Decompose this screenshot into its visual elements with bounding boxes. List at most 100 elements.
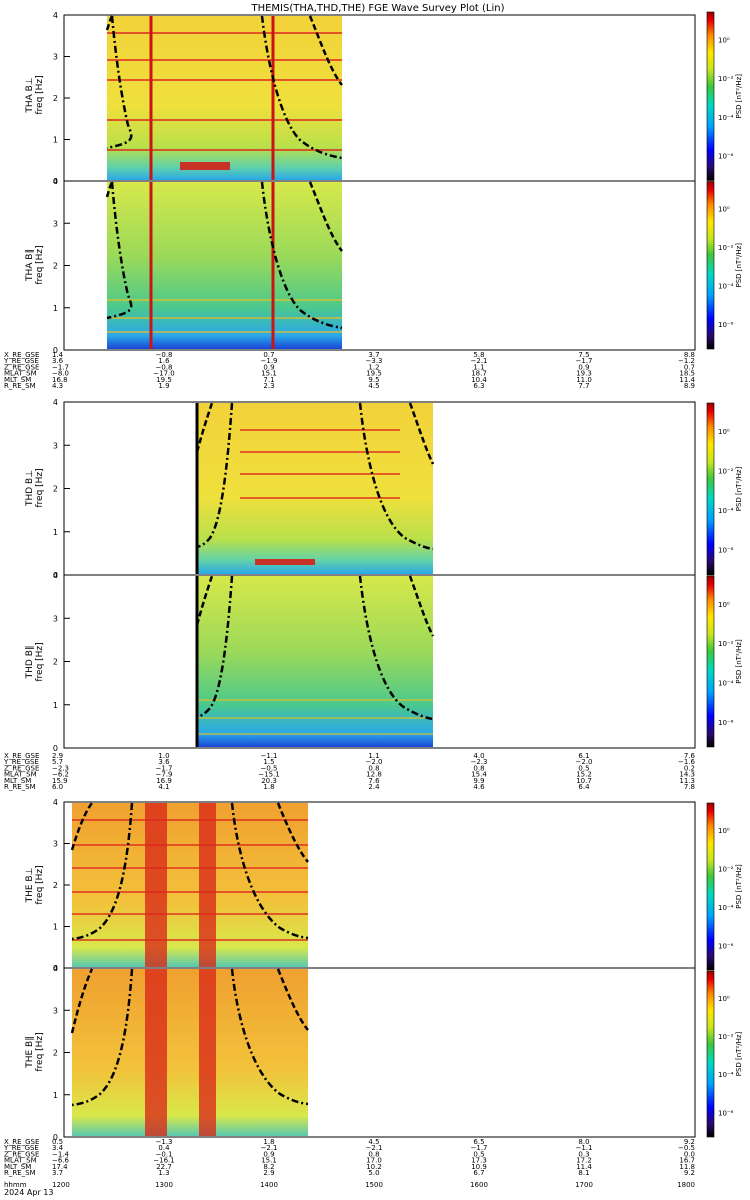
the-perp-cyclotron-left (71, 802, 134, 941)
ephemeris-value: −7.9 (156, 771, 173, 779)
ephemeris-value: −8.0 (52, 370, 69, 378)
ephemeris-value: −0.5 (678, 1144, 695, 1152)
ephemeris-value: 0.4 (158, 1144, 170, 1152)
colorbar-gradient (706, 181, 715, 350)
ephemeris-value: −1.1 (261, 752, 278, 760)
ephemeris-value: −2.0 (366, 758, 383, 766)
y-tick-label: 3 (53, 53, 58, 62)
ephemeris-value: 14.3 (679, 771, 695, 779)
the-perp-ylabel-top: THE B⊥ (25, 867, 35, 903)
ephemeris-row-label: MLT_SM (4, 777, 31, 785)
thd-par-panel: 0 1 2 3 4 (53, 571, 696, 753)
y-tick-label: 3 (53, 614, 58, 623)
ephemeris-value: 17.0 (366, 1157, 382, 1165)
tha-par-ylabel-bottom: freq [Hz] (35, 245, 45, 284)
ephemeris-value: 11.8 (679, 1163, 695, 1171)
ephemeris-value: 17.4 (52, 1163, 68, 1171)
thd-par-ylabel-top: THD B∥ (25, 646, 35, 680)
thd-perp-harmonics (240, 429, 400, 499)
colorbar-tick-label: 10⁻² (718, 1033, 734, 1041)
y-tick-label: 1 (53, 304, 58, 313)
y-tick-label: 1 (53, 701, 58, 710)
ephemeris-value: 11.4 (576, 1163, 592, 1171)
thd-perp-low-band (255, 559, 315, 565)
time-tick-label: 1600 (470, 1181, 488, 1189)
ephemeris-value: −2.1 (261, 1144, 278, 1152)
ephemeris-value: −3.3 (366, 357, 383, 365)
colorbar-tick-label: 10⁻² (718, 244, 734, 252)
ephemeris-value: 11.0 (576, 376, 592, 384)
colorbar: 10⁰ 10⁻² 10⁻⁴ 10⁻⁶ PSD [nT²/Hz] 10⁰ 10⁻² 10⁻⁴ 10… (706, 802, 743, 1138)
colorbar-tick-label: 10⁻² (718, 640, 734, 648)
ephemeris-value: −1.4 (52, 1150, 70, 1158)
y-tick-label: 1 (53, 923, 58, 932)
colorbar-tick-label: 10⁻² (718, 865, 734, 873)
ephemeris-value: 3.4 (52, 1144, 64, 1152)
colorbar-tick-label: 10⁻⁴ (718, 1071, 734, 1079)
y-tick-label: 2 (53, 262, 58, 271)
ephemeris-value: 12.8 (366, 771, 382, 779)
date-label: 2024 Apr 13 (4, 1188, 53, 1197)
thd-perp-helium-left (195, 402, 214, 453)
the-perp-yticks: 0 1 2 3 4 (53, 798, 70, 973)
ephemeris-value: −2.1 (471, 357, 488, 365)
y-tick-label: 2 (53, 485, 58, 494)
ephemeris-value: −16.1 (153, 1157, 174, 1165)
ephemeris-value: 9.2 (684, 1138, 695, 1146)
colorbar-tick-label: 10⁰ (718, 827, 730, 835)
colorbar-gradient (706, 11, 715, 181)
the-ephemeris: X_RE_GSE 0.5 −1.3 1.8 4.5 6.5 8.0 9.2 Y_RE_GSE 3.… (3, 1138, 695, 1177)
colorbar-gradient (706, 402, 715, 576)
the-perp-cyclotron-right (230, 802, 309, 940)
ephemeris-value: 0.3 (578, 1150, 589, 1158)
ephemeris-value: 16.8 (52, 376, 68, 384)
thd-par-ylabel-bottom: freq [Hz] (35, 642, 45, 681)
colorbar-tick-label: 10⁻⁶ (718, 719, 734, 727)
thd-perp-ylabel-bottom: freq [Hz] (35, 468, 45, 507)
the-par-ylabel-top: THE B∥ (25, 1036, 35, 1069)
ephemeris-value: 0.7 (684, 363, 695, 371)
ephemeris-value: 1.1 (368, 752, 379, 760)
ephemeris-row-label: MLT_SM (4, 376, 31, 384)
ephemeris-row-label: X_RE_GSE (4, 1138, 39, 1146)
ephemeris-value: 6.1 (578, 752, 589, 760)
ephemeris-value: 20.3 (261, 777, 277, 785)
colorbar-tick-label: 10⁻⁶ (718, 547, 734, 555)
ephemeris-value: 10.4 (471, 376, 487, 384)
ephemeris-value: 8.2 (263, 1163, 274, 1171)
group-the: THE B⊥ freq [Hz] 0 1 2 3 4 THE B∥ freq [Hz] (3, 798, 696, 1177)
ephemeris-value: 1.8 (263, 1138, 274, 1146)
thd-perp-yticks: 0 1 2 3 4 (53, 398, 70, 580)
ephemeris-value: 4.1 (158, 783, 169, 791)
ephemeris-row-label: R_RE_SM (4, 783, 36, 791)
ephemeris-row-label: R_RE_SM (4, 1169, 36, 1177)
the-par-enhancement-2 (199, 969, 216, 1136)
ephemeris-value: 2.9 (52, 752, 63, 760)
colorbar-label: PSD [nT²/Hz] (735, 243, 743, 288)
tha-perp-helium-right (308, 15, 343, 86)
thd-perp-spectrogram (197, 403, 433, 574)
the-par-cyclotron-left (71, 968, 134, 1107)
ephemeris-value: −1.9 (261, 357, 278, 365)
ephemeris-value: 6.3 (473, 382, 484, 390)
colorbar: 10⁰ 10⁻² 10⁻⁴ 10⁻⁶ PSD [nT²/Hz] 10⁰ 10⁻² 10⁻⁴ 10… (706, 402, 743, 748)
date-label-group: 2024 Apr 13 (4, 1188, 53, 1197)
colorbar-gradient (706, 575, 715, 748)
thd-par-helium-right (408, 575, 435, 637)
ephemeris-value: 6.4 (578, 783, 590, 791)
ephemeris-value: 7.1 (263, 376, 274, 384)
ephemeris-row-label: X_RE_GSE (4, 351, 39, 359)
the-par-spectrogram (72, 969, 308, 1136)
ephemeris-value: 8.9 (684, 382, 695, 390)
ephemeris-value: −1.7 (576, 357, 593, 365)
the-par-yticks: 0 1 2 3 4 (53, 964, 70, 1142)
ephemeris-row-label: Z_RE_GSE (4, 1150, 39, 1158)
tha-par-bands (107, 299, 342, 333)
thd-perp-cyclotron-right (358, 402, 434, 551)
colorbar: 10⁰ 10⁻² 10⁻⁴ 10⁻⁶ PSD [nT²/Hz] 10⁰ 10⁻² 10⁻⁴ 10… (706, 11, 743, 350)
ephemeris-value: 0.8 (368, 764, 379, 772)
ephemeris-value: 2.4 (368, 783, 380, 791)
colorbar-tick-label: 10⁻⁴ (718, 679, 734, 687)
ephemeris-value: −1.2 (678, 357, 695, 365)
ephemeris-value: 18.5 (679, 370, 695, 378)
